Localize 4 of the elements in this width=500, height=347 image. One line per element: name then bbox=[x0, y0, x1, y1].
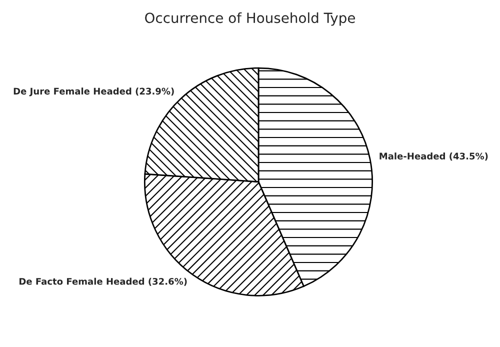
slice-label: Male-Headed (43.5%) bbox=[380, 152, 488, 161]
slice-label: De Facto Female Headed (32.6%) bbox=[20, 278, 187, 286]
slice-label: De Jure Female Headed (23.9%) bbox=[14, 88, 174, 96]
chart-title: Occurrence of Household Type bbox=[145, 12, 355, 26]
